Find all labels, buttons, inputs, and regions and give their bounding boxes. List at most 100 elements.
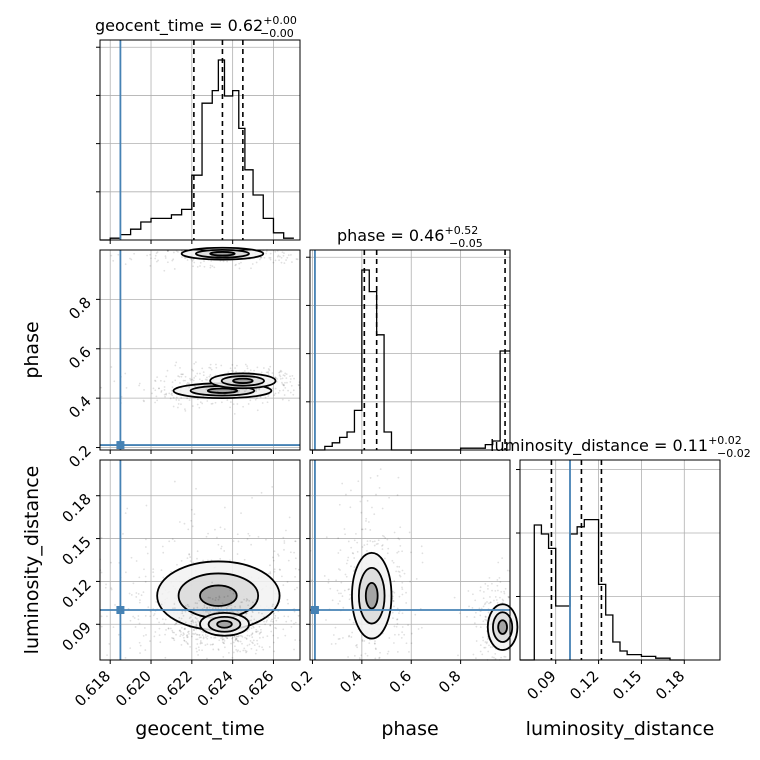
dl-geocent-point (149, 640, 151, 642)
phase-geocent-point (254, 398, 257, 401)
dl-geocent-point (183, 639, 186, 642)
dl-phase-point (396, 618, 398, 621)
dl-phase-point (468, 605, 470, 608)
dl-geocent-point (192, 612, 195, 614)
dl-phase-point (388, 496, 390, 499)
dl-phase-point (497, 589, 499, 592)
phase-geocent-point (251, 263, 254, 265)
dl-geocent-xticklabel-2: 0.622 (153, 667, 196, 710)
dl-geocent-point (253, 618, 256, 621)
dl-phase-point (397, 537, 400, 540)
dl-geocent-point (195, 623, 198, 626)
dl-geocent-point (190, 508, 193, 511)
phase-geocent-point (237, 389, 240, 392)
dl-phase-point (405, 642, 408, 645)
dl-geocent-point (296, 586, 298, 589)
dl-geocent-point (272, 634, 275, 637)
phase-geocent-point (209, 367, 212, 369)
dl-geocent-point (208, 606, 211, 609)
dl-geocent-point (144, 649, 147, 651)
dl-phase-point (373, 513, 376, 516)
dl-phase-point (396, 622, 399, 625)
dl-geocent-point (294, 567, 297, 570)
dl-geocent-point (236, 650, 239, 653)
dl-geocent-point (236, 639, 239, 642)
phase-geocent-point (171, 259, 174, 262)
dl-phase-point (381, 507, 384, 510)
phase-geocent-point (242, 405, 245, 408)
dl-geocent-point (251, 610, 254, 613)
dl-phase-point (348, 635, 350, 638)
dl-geocent-point (149, 610, 152, 613)
dl-geocent-point (183, 633, 185, 636)
dl-geocent-point (199, 642, 202, 645)
dl-geocent-point (202, 631, 205, 634)
dl-phase-point (358, 657, 361, 659)
phase-geocent-point (196, 372, 199, 375)
dl-phase-point (350, 489, 352, 492)
dl-geocent-point (211, 643, 214, 646)
dl-geocent-point (138, 576, 141, 579)
dl-phase-point (381, 548, 384, 551)
phase-geocent-point (278, 259, 280, 262)
phase-geocent-point (171, 381, 174, 384)
dl-geocent-point (190, 519, 193, 522)
dl-geocent-xticklabel-0: 0.618 (71, 667, 114, 710)
dl-geocent-point (236, 635, 238, 638)
dl-geocent-point (133, 617, 136, 619)
phase-geocent-point (274, 376, 277, 379)
phase-geocent-point (186, 381, 189, 384)
dl-geocent-point (288, 516, 291, 519)
phase-geocent-point (246, 367, 249, 370)
xlabel-geocent-time: geocent_time (135, 718, 264, 740)
dl-geocent-point (246, 598, 249, 601)
phase-geocent-point (243, 370, 246, 372)
dl-geocent-point (187, 632, 190, 635)
dl-phase-point (486, 638, 489, 641)
dl-geocent-point (186, 603, 189, 606)
phase-geocent-point (133, 252, 136, 255)
phase-geocent-point (271, 372, 274, 374)
dl-geocent-point (267, 572, 270, 575)
dl-geocent-point (283, 542, 286, 544)
dl-geocent-point (165, 629, 167, 631)
dl-phase-point (366, 543, 369, 546)
dl-phase-point (489, 646, 492, 648)
dl-phase-point (496, 579, 499, 581)
title-luminosity-distance-sub: −0.02 (717, 447, 751, 460)
dl-geocent-point (195, 638, 198, 641)
dl-geocent-point (237, 649, 240, 652)
dl-geocent-point (261, 646, 263, 649)
dl-geocent-point (196, 606, 199, 609)
dl-phase-point (375, 648, 377, 651)
dl-phase-point (369, 540, 372, 542)
dl-geocent-point (194, 616, 197, 619)
phase-geocent-point (238, 267, 241, 270)
dl-geocent-point (270, 630, 273, 633)
phase-geocent-point (274, 250, 277, 253)
dl-phase-point (373, 540, 376, 543)
phase-geocent-point (287, 254, 290, 257)
dl-geocent-point (207, 611, 209, 613)
phase-geocent-point (164, 255, 167, 258)
dl-geocent-point (198, 634, 200, 636)
phase-geocent-point (194, 385, 196, 388)
dl-phase-point (392, 561, 395, 564)
dl-phase-point (501, 601, 504, 604)
phase-geocent-point (234, 367, 237, 369)
phase-geocent-point (274, 259, 277, 262)
dl-geocent-point (207, 612, 210, 615)
phase-geocent-point (234, 264, 237, 267)
phase-geocent-contour-2-2 (209, 251, 236, 257)
dl-geocent-point (202, 636, 205, 639)
dl-geocent-point (128, 592, 131, 595)
dl-phase-point (403, 572, 406, 575)
dl-geocent-point (272, 603, 274, 606)
phase-geocent-point (232, 403, 235, 405)
dl-geocent-truth-marker (116, 606, 125, 614)
dl-geocent-point (193, 629, 195, 632)
dl-geocent-point (188, 623, 191, 626)
dl-geocent-point (278, 568, 281, 571)
phase-geocent-point (245, 396, 247, 399)
phase-geocent-point (285, 373, 288, 376)
